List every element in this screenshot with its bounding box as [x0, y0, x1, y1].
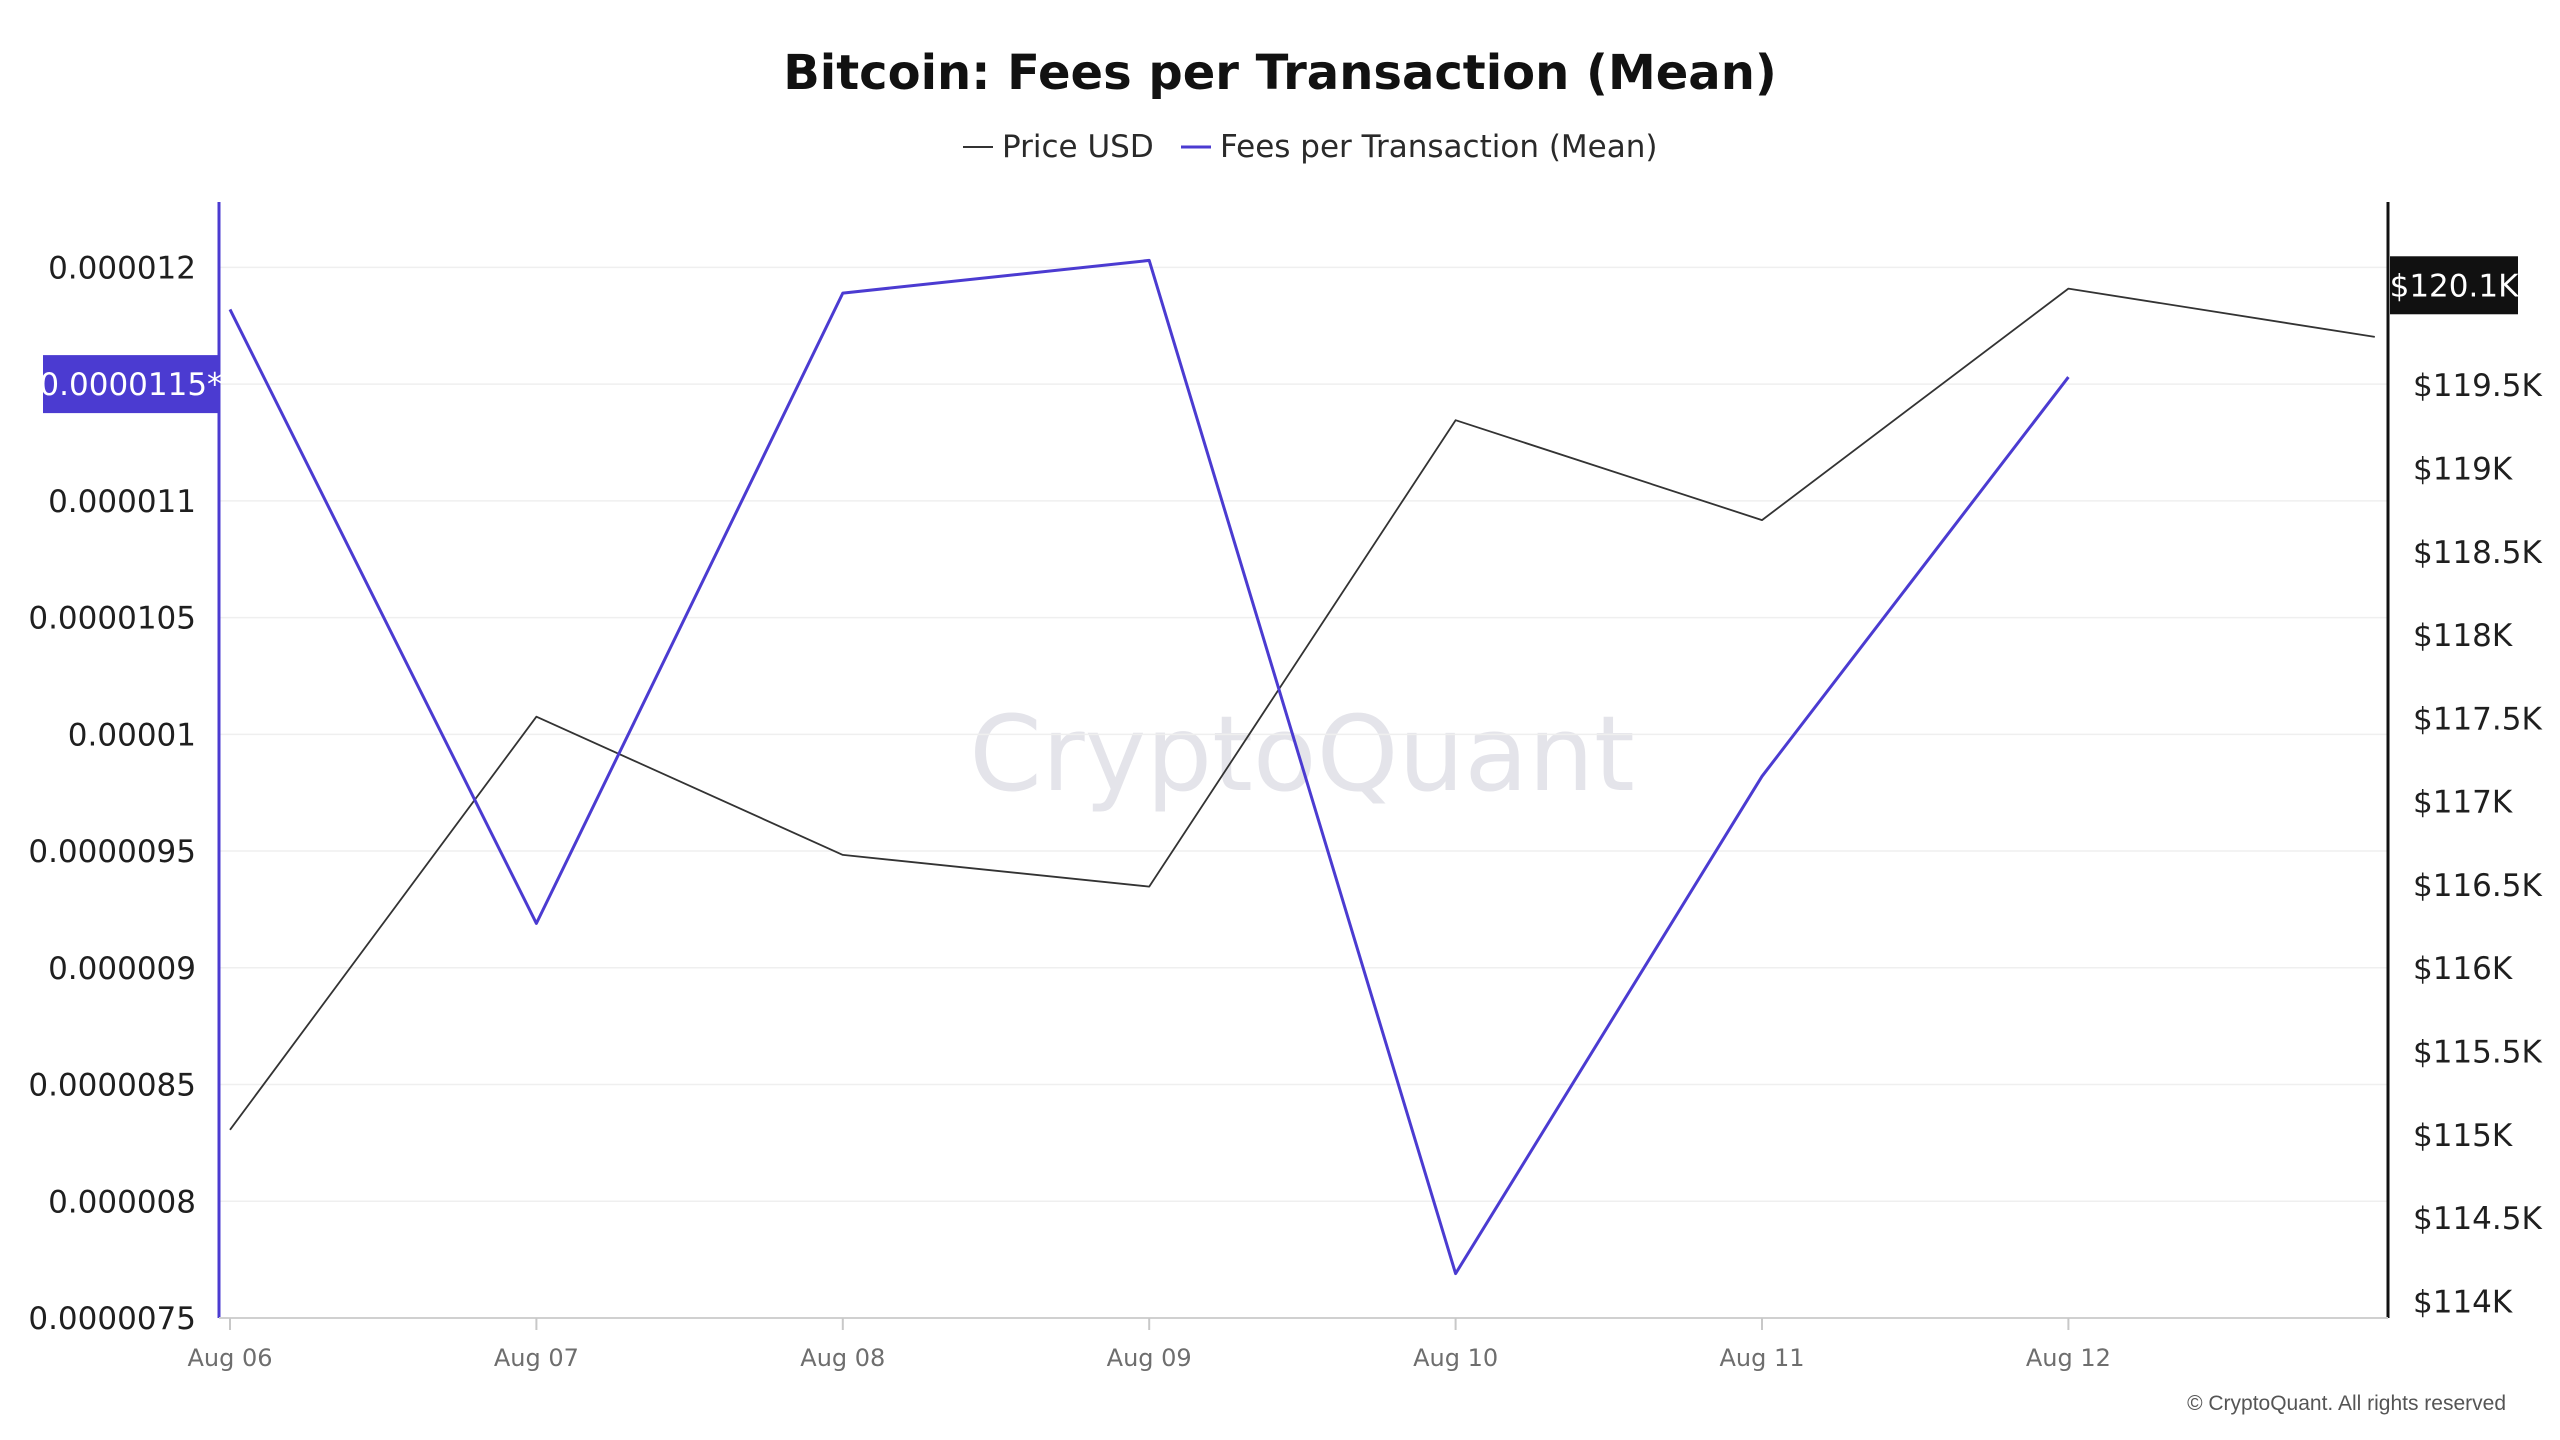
right-tick-label: $116K — [2413, 951, 2513, 987]
right-current-value-badge: $120.1K — [2390, 256, 2519, 315]
x-tick-label: Aug 10 — [1413, 1344, 1498, 1372]
left-tick-label: 0.0000075 — [28, 1301, 196, 1337]
right-tick-label: $118.5K — [2413, 535, 2542, 571]
x-tick-label: Aug 12 — [2026, 1344, 2111, 1372]
legend-label-fees[interactable]: Fees per Transaction (Mean) — [1220, 129, 1657, 165]
right-tick-label: $118K — [2413, 618, 2513, 654]
left-tick-label: 0.0000085 — [28, 1068, 196, 1104]
left-tick-label: 0.000008 — [48, 1184, 196, 1220]
legend: Price USD Fees per Transaction (Mean) — [963, 129, 1657, 165]
right-tick-label: $114K — [2413, 1284, 2513, 1320]
right-tick-label: $114.5K — [2413, 1201, 2542, 1237]
x-axis-ticks: Aug 06 Aug 07 Aug 08 Aug 09 Aug 10 Aug 11 Aug … — [187, 1318, 2111, 1372]
left-badge-label: 0.0000115* — [39, 367, 222, 403]
x-tick-label: Aug 09 — [1107, 1344, 1192, 1372]
right-badge-background — [2390, 256, 2518, 315]
x-tick-label: Aug 06 — [187, 1344, 272, 1372]
left-tick-label: 0.00001 — [68, 717, 196, 753]
x-tick-label: Aug 08 — [800, 1344, 885, 1372]
right-tick-label: $119.5K — [2413, 368, 2542, 404]
x-tick-label: Aug 07 — [494, 1344, 579, 1372]
right-tick-label: $119K — [2413, 452, 2513, 488]
watermark: CryptoQuant — [969, 693, 1635, 815]
right-tick-label: $115K — [2413, 1118, 2513, 1154]
left-badge-background — [43, 355, 219, 414]
left-tick-label: 0.000009 — [48, 951, 196, 987]
legend-label-price-usd[interactable]: Price USD — [1002, 129, 1154, 165]
left-tick-label: 0.0000105 — [28, 601, 196, 637]
left-current-value-badge: 0.0000115* — [39, 355, 223, 414]
left-tick-label: 0.000011 — [48, 484, 196, 520]
right-badge-label: $120.1K — [2390, 268, 2519, 304]
right-tick-label: $115.5K — [2413, 1034, 2542, 1070]
left-tick-label: 0.0000095 — [28, 834, 196, 870]
right-tick-label: $116.5K — [2413, 868, 2542, 904]
chart-title: Bitcoin: Fees per Transaction (Mean) — [783, 45, 1777, 101]
series-layer — [228, 258, 2375, 1276]
x-tick-label: Aug 11 — [1719, 1344, 1804, 1372]
series-line-price-usd — [229, 287, 2375, 1131]
right-tick-label: $117.5K — [2413, 701, 2542, 737]
left-tick-label: 0.000012 — [48, 250, 196, 286]
right-tick-label: $117K — [2413, 785, 2513, 821]
right-axis-ticks: $114K $114.5K $115K $115.5K $116K $116.5K $117… — [2413, 368, 2542, 1320]
copyright-notice: © CryptoQuant. All rights reserved — [2187, 1392, 2506, 1415]
left-axis-ticks: 0.0000075 0.000008 0.0000085 0.000009 0.0000… — [28, 250, 196, 1337]
